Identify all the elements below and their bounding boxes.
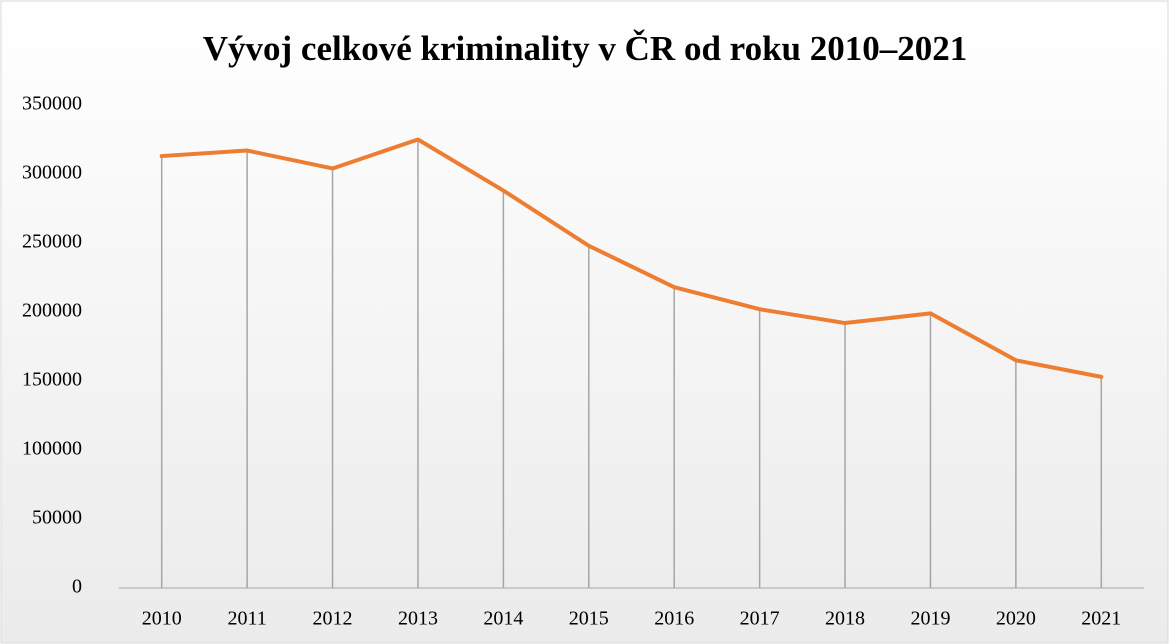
y-tick-label: 150000 — [22, 369, 82, 391]
y-tick-label: 350000 — [22, 93, 82, 115]
x-tick-label: 2011 — [227, 608, 266, 630]
x-tick-label: 2017 — [740, 608, 780, 630]
y-tick-label: 200000 — [22, 300, 82, 322]
x-tick-label: 2019 — [910, 608, 950, 630]
data-line — [159, 137, 1104, 379]
x-tick-label: 2020 — [996, 608, 1036, 630]
y-tick-label: 300000 — [22, 162, 82, 184]
x-tick-label: 2021 — [1081, 608, 1121, 630]
chart-title: Vývoj celkové kriminality v ČR od roku 2… — [203, 28, 968, 68]
x-tick-label: 2018 — [825, 608, 865, 630]
y-tick-label: 250000 — [22, 231, 82, 253]
x-tick-label: 2015 — [569, 608, 609, 630]
y-tick-label: 0 — [72, 576, 82, 598]
y-tick-label: 50000 — [32, 507, 82, 529]
x-tick-label: 2014 — [483, 608, 523, 630]
x-tick-label: 2016 — [654, 608, 694, 630]
x-tick-label: 2013 — [398, 608, 438, 630]
x-tick-label: 2010 — [142, 608, 182, 630]
y-tick-label: 100000 — [22, 438, 82, 460]
x-tick-label: 2012 — [313, 608, 353, 630]
